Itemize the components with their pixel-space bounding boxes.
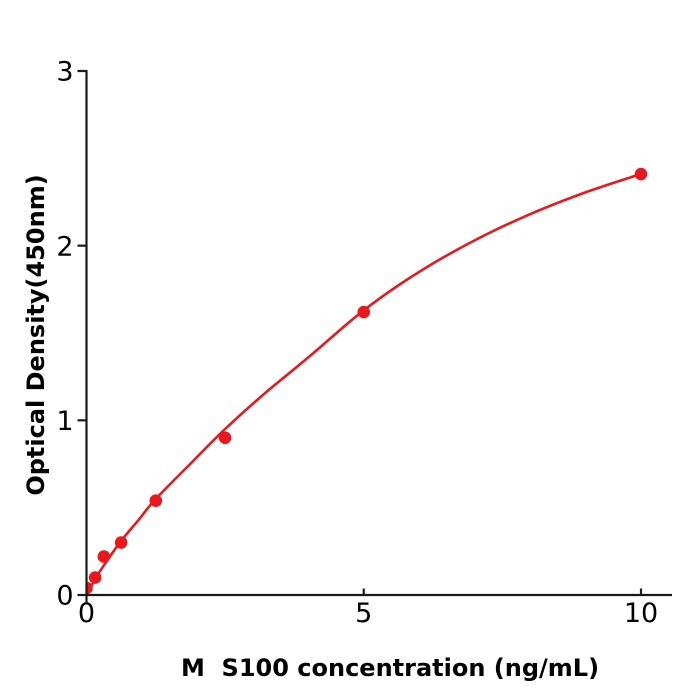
y-axis-label: Optical Density(450nm) xyxy=(22,174,50,495)
data-point xyxy=(634,167,648,181)
data-point xyxy=(149,494,163,507)
y-tick-label: 0 xyxy=(56,581,73,612)
y-tick-label: 2 xyxy=(56,231,73,262)
data-point xyxy=(357,305,371,319)
y-tick-label: 1 xyxy=(56,406,73,437)
data-point xyxy=(88,571,102,584)
x-axis-label: M S100 concentration (ng/mL) xyxy=(181,654,599,682)
x-tick-label: 5 xyxy=(355,598,372,629)
data-point xyxy=(218,431,232,445)
data-point xyxy=(114,536,128,549)
y-tick-label: 3 xyxy=(56,57,73,88)
plot-area: 0 1 2 3 0 5 10 xyxy=(56,57,672,629)
x-tick-label: 0 xyxy=(78,598,95,629)
data-point xyxy=(97,550,111,563)
data-point xyxy=(86,581,93,595)
x-tick-label: 10 xyxy=(624,598,658,629)
fit-curve-path xyxy=(86,172,643,597)
